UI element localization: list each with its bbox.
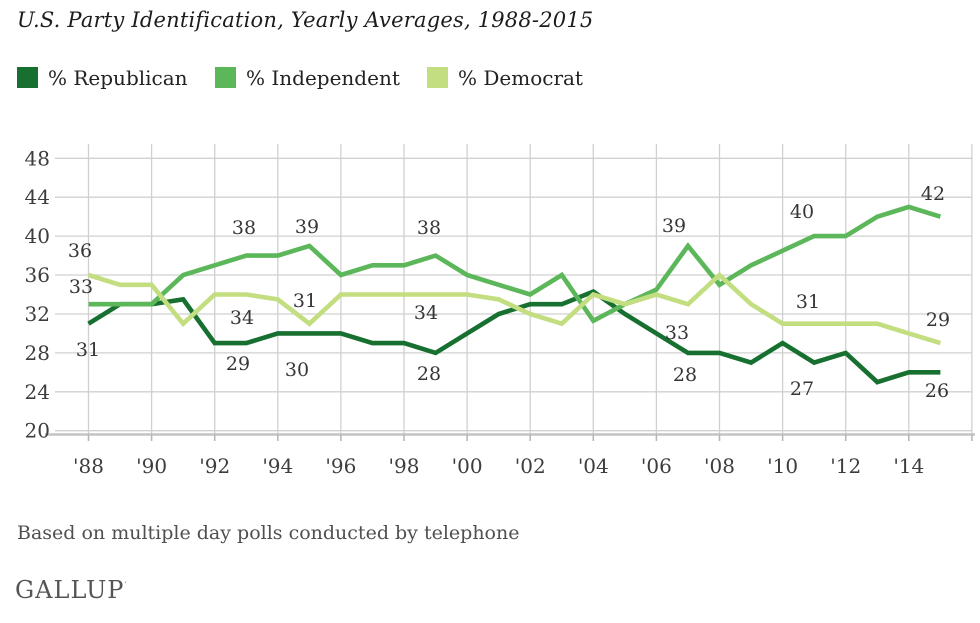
x-axis-label: '94 (262, 454, 293, 478)
y-axis-label: 20 (25, 419, 50, 443)
data-point-label: 39 (662, 215, 686, 237)
independent-color-swatch (215, 67, 236, 88)
data-point-label: 34 (230, 307, 254, 329)
democrat-color-swatch (427, 67, 448, 88)
data-point-label: 27 (790, 378, 814, 400)
x-axis-label: '96 (325, 454, 356, 478)
trademark-mark: ′ (124, 581, 128, 592)
gallup-logo: GALLUP′ (15, 576, 128, 604)
data-point-label: 36 (68, 240, 92, 262)
legend-label-democrat: % Democrat (458, 66, 583, 90)
y-axis-label: 32 (25, 302, 50, 326)
chart-legend: % Republican % Independent % Democrat (0, 66, 980, 92)
data-point-label: 31 (796, 291, 820, 313)
y-axis-label: 40 (25, 224, 50, 248)
legend-label-republican: % Republican (48, 66, 188, 90)
data-point-label: 42 (921, 183, 945, 205)
data-point-label: 28 (673, 364, 697, 386)
x-axis-label: '10 (767, 454, 798, 478)
data-point-label: 29 (226, 353, 250, 375)
data-point-label: 28 (417, 363, 441, 385)
x-axis-label: '92 (199, 454, 230, 478)
x-axis-label: '02 (515, 454, 546, 478)
data-point-label: 29 (926, 309, 950, 331)
x-axis-label: '90 (136, 454, 167, 478)
data-point-label: 39 (295, 216, 319, 238)
data-point-label: 33 (665, 322, 689, 344)
x-axis-label: '06 (641, 454, 672, 478)
data-point-label: 26 (925, 380, 949, 402)
y-axis-label: 24 (25, 380, 50, 404)
series-line-democrat (87, 271, 942, 346)
y-axis-label: 28 (25, 341, 50, 365)
chart-footnote: Based on multiple day polls conducted by… (17, 522, 520, 544)
x-axis-label: '98 (389, 454, 420, 478)
x-axis-label: '00 (452, 454, 483, 478)
data-point-label: 31 (76, 339, 100, 361)
series-line-independent (88, 204, 942, 324)
data-point-label: 31 (293, 290, 317, 312)
x-axis-label: '08 (704, 454, 735, 478)
page-title: U.S. Party Identification, Yearly Averag… (17, 8, 594, 32)
data-point-label: 40 (790, 201, 814, 223)
x-axis-label: '12 (830, 454, 861, 478)
data-point-label: 34 (414, 302, 438, 324)
x-axis-label: '88 (73, 454, 104, 478)
x-axis-label: '04 (578, 454, 609, 478)
legend-label-independent: % Independent (246, 66, 400, 90)
republican-color-swatch (17, 67, 38, 88)
data-point-label: 30 (285, 359, 309, 381)
data-point-label: 38 (417, 217, 441, 239)
y-axis-label: 44 (25, 185, 50, 209)
data-point-label: 38 (232, 217, 256, 239)
y-axis-label: 48 (25, 146, 50, 170)
y-axis-label: 36 (25, 263, 50, 287)
x-axis-label: '14 (893, 454, 924, 478)
data-point-label: 33 (69, 276, 93, 298)
